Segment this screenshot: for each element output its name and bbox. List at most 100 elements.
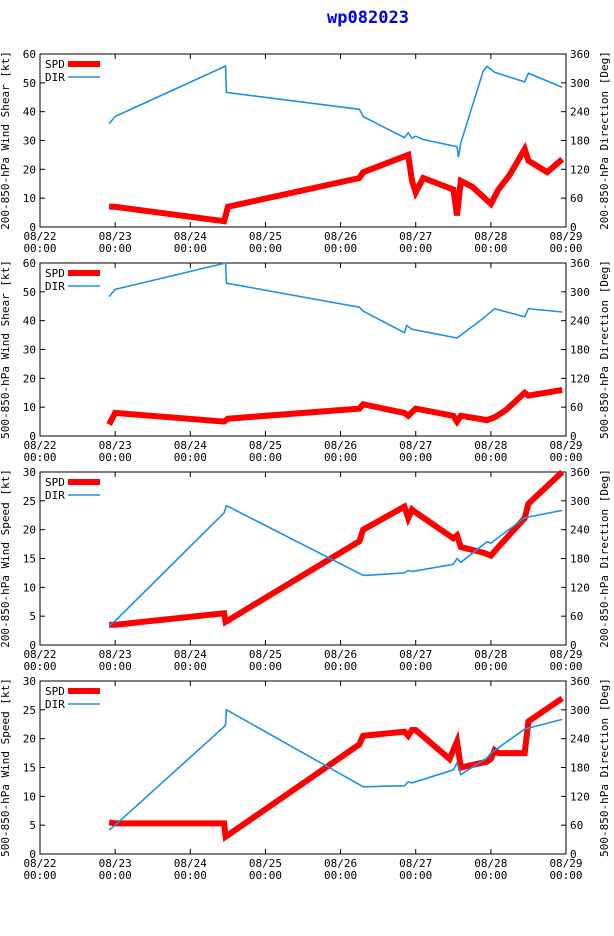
x-tick-label-date: 08/25 <box>249 439 282 452</box>
x-tick-label-date: 08/27 <box>399 857 432 870</box>
legend-spd-label: SPD <box>45 476 65 489</box>
y-right-axis-label: 200-850-hPa Direction [Deg] <box>598 51 611 230</box>
y-left-tick-label: 60 <box>23 257 36 270</box>
y-left-tick-label: 20 <box>23 372 36 385</box>
y-left-tick-label: 10 <box>23 192 36 205</box>
x-tick-label-date: 08/23 <box>99 857 132 870</box>
y-right-tick-label: 240 <box>570 315 590 328</box>
x-tick-label-date: 08/29 <box>549 857 582 870</box>
x-tick-label-date: 08/23 <box>99 648 132 661</box>
chart-panel-1: 010203040506006012018024030036008/2200:0… <box>0 48 611 255</box>
x-tick-label-date: 08/24 <box>174 857 207 870</box>
y-right-tick-label: 180 <box>570 553 590 566</box>
y-right-tick-label: 240 <box>570 106 590 119</box>
x-tick-label-date: 08/26 <box>324 439 357 452</box>
plot-frame <box>39 471 567 646</box>
x-tick-label-date: 08/29 <box>549 648 582 661</box>
x-tick-label-time: 00:00 <box>23 451 56 464</box>
x-tick-label-time: 00:00 <box>99 660 132 673</box>
x-tick-label-time: 00:00 <box>549 869 582 882</box>
y-right-tick-label: 240 <box>570 524 590 537</box>
y-right-tick-label: 120 <box>570 163 590 176</box>
y-left-tick-label: 30 <box>23 344 36 357</box>
x-tick-label-time: 00:00 <box>399 242 432 255</box>
y-right-tick-label: 180 <box>570 135 590 148</box>
y-right-tick-label: 300 <box>570 286 590 299</box>
y-right-tick-label: 0 <box>570 430 577 443</box>
x-tick-label-date: 08/26 <box>324 857 357 870</box>
x-tick-label-time: 00:00 <box>549 242 582 255</box>
y-left-tick-label: 0 <box>29 221 36 234</box>
y-left-tick-label: 40 <box>23 315 36 328</box>
x-tick-label-time: 00:00 <box>474 869 507 882</box>
y-right-axis-label: 500-850-hPa Direction [Deg] <box>598 260 611 439</box>
y-left-tick-label: 0 <box>29 848 36 861</box>
y-left-tick-label: 20 <box>23 524 36 537</box>
y-right-axis-label: 500-850-hPa Direction [Deg] <box>598 678 611 857</box>
x-tick-label-date: 08/27 <box>399 648 432 661</box>
legend-spd-label: SPD <box>45 58 65 71</box>
y-right-tick-label: 60 <box>570 192 583 205</box>
legend-dir-label: DIR <box>45 489 65 502</box>
x-tick-label-time: 00:00 <box>399 869 432 882</box>
y-right-tick-label: 120 <box>570 581 590 594</box>
legend-dir-label: DIR <box>45 698 65 711</box>
y-right-tick-label: 360 <box>570 466 590 479</box>
x-tick-label-date: 08/28 <box>474 857 507 870</box>
y-right-tick-label: 180 <box>570 762 590 775</box>
x-tick-label-time: 00:00 <box>174 660 207 673</box>
x-tick-label-time: 00:00 <box>549 660 582 673</box>
spd-series-line <box>108 695 564 843</box>
x-tick-label-time: 00:00 <box>324 451 357 464</box>
y-left-tick-label: 50 <box>23 286 36 299</box>
x-tick-label-time: 00:00 <box>99 869 132 882</box>
y-right-tick-label: 300 <box>570 495 590 508</box>
x-tick-label-time: 00:00 <box>324 869 357 882</box>
chart-panel-3: 05101520253006012018024030036008/2200:00… <box>0 466 611 673</box>
x-tick-label-date: 08/26 <box>324 648 357 661</box>
chart-panel-4: 05101520253006012018024030036008/2200:00… <box>0 675 611 882</box>
y-left-tick-label: 5 <box>29 610 36 623</box>
x-tick-label-time: 00:00 <box>474 660 507 673</box>
y-left-tick-label: 60 <box>23 48 36 61</box>
x-tick-label-time: 00:00 <box>99 242 132 255</box>
x-tick-label-time: 00:00 <box>249 869 282 882</box>
y-left-axis-label: 200-850-hPa Wind Shear [kt] <box>0 51 12 230</box>
y-right-tick-label: 360 <box>570 257 590 270</box>
x-tick-label-date: 08/27 <box>399 230 432 243</box>
dir-series-line <box>108 64 563 158</box>
plot-frame <box>39 680 567 855</box>
x-tick-label-date: 08/24 <box>174 230 207 243</box>
x-tick-label-date: 08/28 <box>474 230 507 243</box>
x-tick-label-time: 00:00 <box>399 660 432 673</box>
x-tick-label-date: 08/29 <box>549 439 582 452</box>
x-tick-label-date: 08/22 <box>23 439 56 452</box>
x-tick-label-date: 08/25 <box>249 648 282 661</box>
x-tick-label-time: 00:00 <box>174 242 207 255</box>
y-left-tick-label: 10 <box>23 401 36 414</box>
y-right-tick-label: 300 <box>570 704 590 717</box>
y-left-tick-label: 15 <box>23 553 36 566</box>
y-left-tick-label: 15 <box>23 762 36 775</box>
x-tick-label-date: 08/27 <box>399 439 432 452</box>
y-right-tick-label: 240 <box>570 733 590 746</box>
y-left-tick-label: 10 <box>23 790 36 803</box>
y-left-tick-label: 40 <box>23 106 36 119</box>
x-tick-label-date: 08/29 <box>549 230 582 243</box>
x-tick-label-time: 00:00 <box>324 242 357 255</box>
y-right-tick-label: 300 <box>570 77 590 90</box>
y-left-tick-label: 30 <box>23 675 36 688</box>
x-tick-label-time: 00:00 <box>474 451 507 464</box>
y-right-tick-label: 60 <box>570 610 583 623</box>
y-left-tick-label: 25 <box>23 704 36 717</box>
x-tick-label-time: 00:00 <box>23 660 56 673</box>
x-tick-label-date: 08/25 <box>249 857 282 870</box>
y-left-tick-label: 50 <box>23 77 36 90</box>
x-tick-label-time: 00:00 <box>249 242 282 255</box>
dir-series-line <box>108 261 563 339</box>
dir-series-line <box>108 708 563 831</box>
legend-spd-label: SPD <box>45 685 65 698</box>
x-tick-label-date: 08/22 <box>23 230 56 243</box>
spd-series-line <box>109 141 565 225</box>
x-tick-label-time: 00:00 <box>99 451 132 464</box>
